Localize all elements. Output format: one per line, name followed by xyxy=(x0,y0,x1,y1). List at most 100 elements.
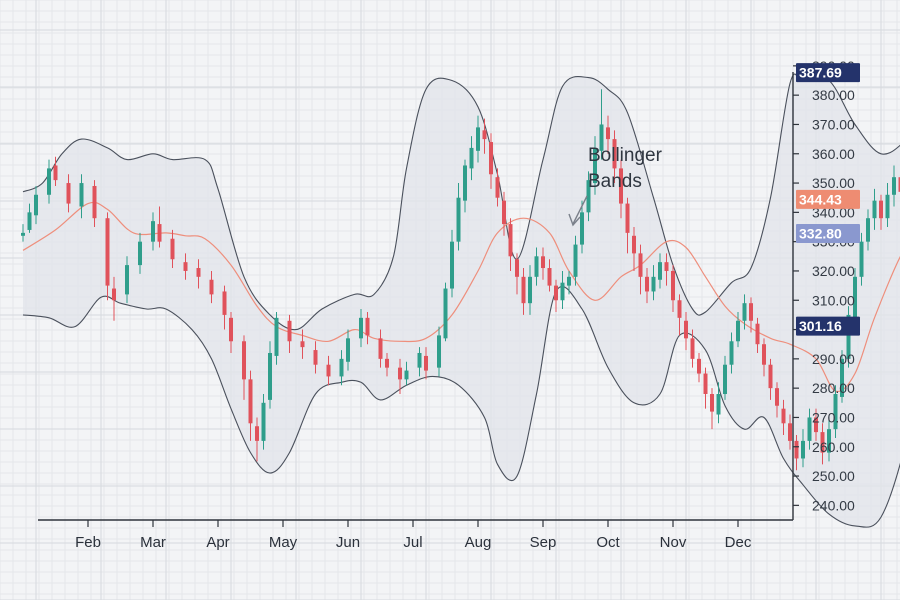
x-axis-ticks: Feb Mar Apr May Jun Jul Aug Sep Oct Nov Dec xyxy=(75,520,752,551)
candle-body xyxy=(749,303,753,321)
x-tick-label: Nov xyxy=(660,534,687,551)
candle-body xyxy=(385,358,389,368)
candle xyxy=(443,282,448,342)
candle xyxy=(424,347,428,380)
candle xyxy=(339,350,344,386)
x-tick-label: May xyxy=(269,534,298,551)
annotation-line-1: Bollinger xyxy=(588,145,663,166)
candle-body xyxy=(827,429,831,453)
candle xyxy=(677,294,682,336)
candle-body xyxy=(547,268,552,286)
candle-body xyxy=(463,165,467,201)
candle-body xyxy=(781,408,786,424)
candle xyxy=(749,297,753,333)
candle-body xyxy=(677,300,682,318)
price-badge: 387.69 xyxy=(796,63,860,83)
x-tick-label: Jun xyxy=(336,534,360,551)
y-tick-label: 380.00 xyxy=(812,87,855,103)
y-tick-label: 270.00 xyxy=(812,409,855,425)
candle-body xyxy=(664,262,669,271)
candle-body xyxy=(853,276,857,318)
candle xyxy=(664,253,669,286)
candle xyxy=(326,355,331,386)
candle xyxy=(879,194,883,230)
candle xyxy=(495,168,500,207)
y-tick-label: 350.00 xyxy=(812,175,855,191)
candle xyxy=(47,159,51,204)
annotation-line-2: Bands xyxy=(588,171,642,192)
candle xyxy=(274,311,279,365)
y-tick-label: 290.00 xyxy=(812,351,855,367)
x-tick-label: Jul xyxy=(403,534,422,551)
candle xyxy=(599,89,604,160)
candle xyxy=(300,329,305,359)
candle xyxy=(287,314,292,353)
candle xyxy=(723,355,727,400)
candle xyxy=(801,429,805,468)
candle xyxy=(573,235,578,286)
candle-body xyxy=(651,276,656,292)
candle xyxy=(463,159,467,213)
lower-band-line xyxy=(22,285,900,528)
candle-body xyxy=(34,194,38,216)
candle-body xyxy=(840,358,844,397)
candle-body xyxy=(775,388,779,406)
candle xyxy=(255,417,259,462)
candle xyxy=(625,197,630,254)
candle xyxy=(859,232,864,286)
x-tick-label: Feb xyxy=(75,534,101,551)
candle-body xyxy=(573,244,578,277)
candle xyxy=(450,229,454,298)
price-badge-box xyxy=(796,189,860,209)
bollinger-annotation: Bollinger Bands xyxy=(568,145,663,227)
x-tick-label: Oct xyxy=(596,534,620,551)
candle-body xyxy=(723,364,727,395)
bollinger-band-fill xyxy=(23,74,900,528)
price-badge-value: 332.80 xyxy=(799,225,842,241)
candle xyxy=(398,358,402,395)
candle-body xyxy=(47,168,51,195)
candle-body xyxy=(125,265,129,295)
candle xyxy=(690,329,695,368)
candle xyxy=(547,259,552,292)
candle xyxy=(437,326,441,377)
candle xyxy=(534,247,539,286)
y-tick-label: 240.00 xyxy=(812,497,855,513)
candle xyxy=(404,361,409,386)
candle xyxy=(105,212,110,301)
candle-body xyxy=(489,142,493,175)
x-tick-label: Mar xyxy=(140,534,166,551)
candle xyxy=(209,270,214,304)
candle-body xyxy=(222,291,227,315)
candle xyxy=(762,338,766,377)
candle-body xyxy=(157,224,162,242)
candle-body xyxy=(183,262,188,271)
candle-body xyxy=(209,279,214,295)
candle-body xyxy=(580,212,584,245)
candle-body xyxy=(196,268,201,277)
candle-body xyxy=(27,212,32,230)
candle xyxy=(814,408,818,441)
candle xyxy=(658,253,662,289)
candle-body xyxy=(586,180,591,213)
candle-body xyxy=(469,147,474,169)
candle-body xyxy=(814,417,818,433)
y-tick-label: 260.00 xyxy=(812,439,855,455)
candle xyxy=(736,311,740,348)
candle-body xyxy=(788,423,792,441)
candle xyxy=(541,247,545,280)
candle xyxy=(593,136,597,195)
candle-body xyxy=(378,338,383,359)
candle xyxy=(807,408,812,450)
candle-body xyxy=(482,130,487,140)
candle xyxy=(521,268,526,315)
y-tick-label: 280.00 xyxy=(812,380,855,396)
candle xyxy=(482,118,487,154)
candle xyxy=(502,191,506,236)
y-tick-label: 320.00 xyxy=(812,263,855,279)
candle xyxy=(346,329,350,371)
candle-body xyxy=(248,379,253,424)
price-badge: 332.80 xyxy=(796,223,860,243)
x-tick-label: Apr xyxy=(206,534,229,551)
candle xyxy=(157,206,162,248)
